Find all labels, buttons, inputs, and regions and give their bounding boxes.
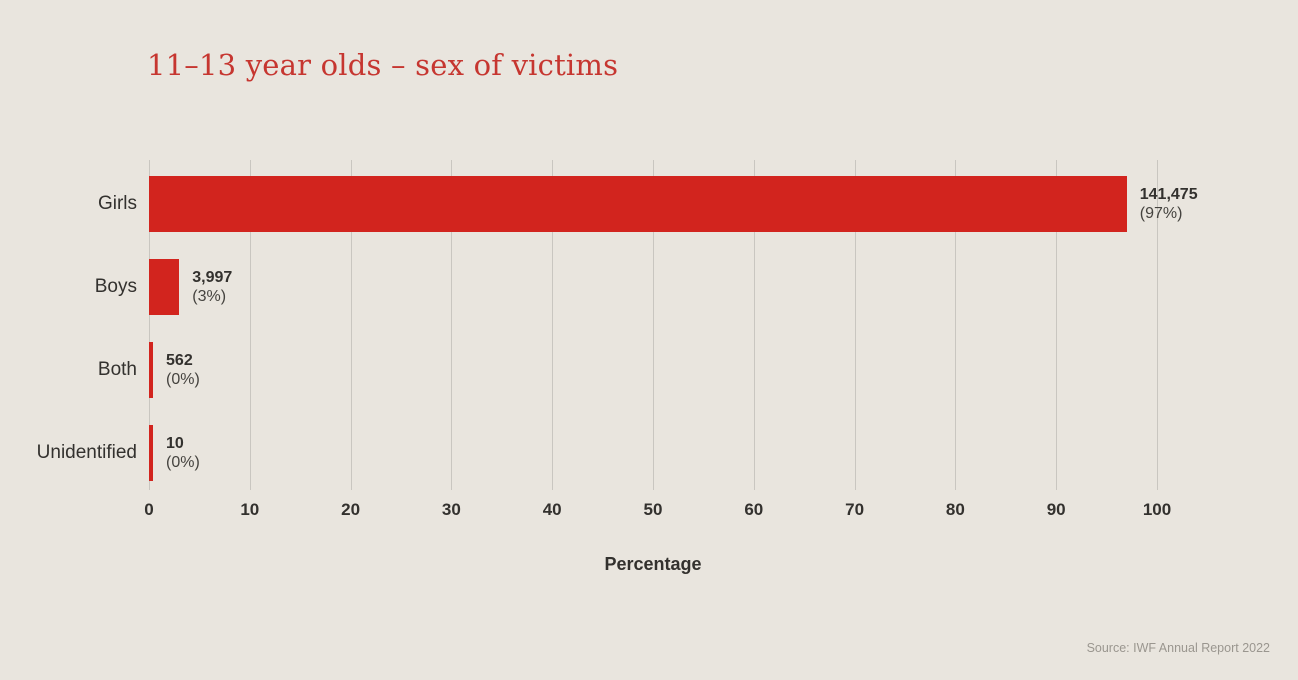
value-percent: (3%) [192,288,227,305]
bar [149,342,154,398]
gridline [1056,160,1058,490]
value-percent: (0%) [166,371,200,388]
x-tick-label: 100 [1142,500,1172,519]
value-label: 562 (0%) [166,351,200,389]
value-number: 3,997 [192,269,233,286]
bar [149,259,180,315]
bar [149,425,154,481]
value-percent: (97%) [1139,205,1183,222]
chart-title: 11–13 year olds – sex of victims [147,48,619,82]
gridline [753,160,755,490]
value-number: 10 [166,435,184,452]
x-tick-label: 90 [1046,500,1066,519]
x-tick-label: 20 [341,500,361,519]
value-label: 3,997 (3%) [192,268,232,306]
bar [149,176,1127,232]
gridline [249,160,251,490]
value-number: 562 [166,352,193,369]
gridline [653,160,654,490]
gridline [149,160,150,490]
category-label: Boys [94,276,137,297]
x-tick-label: 70 [845,500,865,519]
gridline [1157,160,1158,490]
x-axis-title: Percentage [604,554,702,574]
value-label: 141,475 (97%) [1140,185,1198,223]
x-tick-label: 50 [643,500,663,519]
x-tick-label: 80 [945,500,965,519]
value-number: 141,475 [1139,186,1198,203]
value-percent: (0%) [166,454,200,471]
category-label: Girls [97,193,137,214]
x-tick-label: 0 [144,500,154,519]
source-note: Source: IWF Annual Report 2022 [1086,641,1270,655]
gridline [350,160,352,490]
x-tick-label: 30 [441,500,461,519]
x-tick-label: 40 [542,500,562,519]
gridline [854,160,856,490]
category-label: Both [97,359,137,380]
gridline [451,160,453,490]
gridline [552,160,554,490]
gridline [955,160,957,490]
value-label: 10 (0%) [166,434,200,472]
category-label: Unidentified [36,442,137,463]
x-tick-label: 10 [240,500,260,519]
x-tick-label: 60 [744,500,764,519]
